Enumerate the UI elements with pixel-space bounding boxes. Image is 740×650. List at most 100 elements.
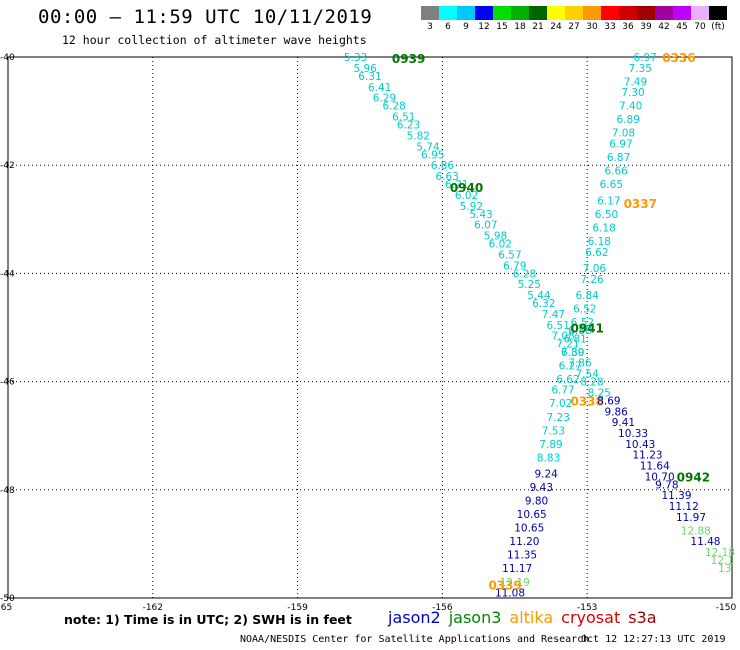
swh-value: 5.98 <box>484 231 507 243</box>
swh-value: 6.28 <box>513 268 536 280</box>
colorbar-swatch <box>565 6 583 20</box>
swh-value: 7.89 <box>561 347 584 359</box>
swh-value: 6.21 <box>445 179 468 191</box>
mission-legend-jason3: jason3 <box>448 608 502 627</box>
colorbar-swatch <box>637 6 655 20</box>
swh-value: 6.41 <box>368 82 391 94</box>
colorbar-swatch <box>673 6 691 20</box>
colorbar-label: 45 <box>676 22 688 32</box>
swh-value: 7.08 <box>551 331 574 343</box>
swh-value: 6.62 <box>585 247 608 259</box>
swh-value: 12.19 <box>500 577 530 589</box>
colorbar-label: 15 <box>496 22 508 32</box>
swh-value: 12.1 <box>711 555 734 567</box>
colorbar-swatch <box>457 6 475 20</box>
swh-value: 5.44 <box>527 290 551 302</box>
swh-value: 6.52 <box>571 317 594 329</box>
lon-tick-label: -153 <box>577 603 597 613</box>
swh-value: 6.29 <box>373 93 396 105</box>
swh-value: 12.18 <box>705 547 735 559</box>
swh-value: 7.47 <box>542 309 565 321</box>
swh-value: 5.96 <box>353 63 377 75</box>
swh-value: 11.20 <box>509 536 539 548</box>
swh-value: 11.39 <box>661 490 691 502</box>
swh-value: 10.43 <box>625 439 655 451</box>
swh-value: 10.65 <box>517 509 547 521</box>
swh-value: 5.33 <box>344 52 367 64</box>
mission-legend-altika: altika <box>509 608 554 627</box>
swh-value: 6.30 <box>561 347 584 359</box>
swh-value: 11.64 <box>640 460 670 472</box>
swh-value: 7.21 <box>556 339 579 351</box>
swh-colorbar-labels: 3 6 9 12 15 18 21 24 27 30 33 36 39 42 45 70 (ft) <box>421 22 727 32</box>
swh-value: 6.63 <box>436 171 459 183</box>
colorbar-label: 3 <box>427 22 433 32</box>
track-jason2: 5.335.966.316.416.296.286.516.235.825.74… <box>344 52 611 399</box>
swh-value: 7.49 <box>624 76 647 88</box>
swh-value: 11.12 <box>669 501 699 513</box>
swh-value: 7.02 <box>549 398 572 410</box>
swh-value: 6.84 <box>576 290 600 302</box>
colorbar-swatch <box>709 6 727 20</box>
swh-value: 9.86 <box>604 406 628 418</box>
track-jason3: 8.699.869.4110.3310.4311.2311.6410.709.7… <box>488 396 720 600</box>
colorbar-label: 21 <box>532 22 544 32</box>
satellite-tracks: 5.335.966.316.416.296.286.516.235.825.74… <box>344 51 735 600</box>
colorbar-swatch <box>529 6 547 20</box>
swh-value: 5.74 <box>416 141 440 153</box>
swh-value: 6.52 <box>573 304 596 316</box>
pass-time-label: 0338 <box>570 395 603 409</box>
colorbar-label: 12 <box>478 22 490 32</box>
swh-value: 6.50 <box>595 209 618 221</box>
swh-value: 8.28 <box>580 377 603 389</box>
swh-colorbar <box>421 6 727 20</box>
swh-value: 6.07 <box>474 220 497 232</box>
swh-value: 6.23 <box>397 120 420 132</box>
lat-tick-label: -48 <box>0 486 15 496</box>
swh-value: 6.97 <box>633 52 656 64</box>
swh-value: 6.66 <box>604 166 628 178</box>
pass-time-label: 0339 <box>488 578 521 592</box>
swh-value: 6.51 <box>392 112 415 124</box>
colorbar-swatch <box>691 6 709 20</box>
colorbar-label: 36 <box>622 22 634 32</box>
swh-value: 9.43 <box>530 482 553 494</box>
swh-value: 13 <box>718 563 731 575</box>
swh-value: 6.89 <box>617 114 640 126</box>
swh-value: 6.57 <box>498 249 521 261</box>
swh-value: 11.97 <box>676 512 706 524</box>
colorbar-label: 30 <box>586 22 598 32</box>
map-axes: -165 -162 -159 -156 -153 -150 -40 -42 -44 -46 -48 -… <box>0 53 736 613</box>
lon-tick-label: -162 <box>143 603 163 613</box>
swh-value: 6.87 <box>607 152 630 164</box>
colorbar-label: 42 <box>658 22 670 32</box>
swh-value: 6.28 <box>382 101 405 113</box>
colorbar-label: 33 <box>604 22 616 32</box>
lat-tick-label: -40 <box>0 53 15 63</box>
swh-value: 6.31 <box>358 71 381 83</box>
colorbar-swatch <box>493 6 511 20</box>
swh-value: 6.77 <box>551 385 574 397</box>
pass-time-label: 0940 <box>450 181 483 195</box>
swh-value: 6.97 <box>609 139 632 151</box>
colorbar-swatch <box>439 6 457 20</box>
lon-tick-label: -156 <box>432 603 453 613</box>
swh-value: 8.69 <box>597 396 620 408</box>
colorbar-label: 70 <box>694 22 706 32</box>
swh-value: 7.89 <box>539 439 562 451</box>
swh-value: 6.17 <box>597 195 620 207</box>
swh-value: 7.06 <box>583 263 607 275</box>
swh-value: 7.26 <box>580 274 604 286</box>
lat-tick-label: -50 <box>0 594 15 604</box>
swh-value: 6.18 <box>592 222 615 234</box>
swh-value: 7.53 <box>542 425 565 437</box>
swh-value: 6.81 <box>563 333 586 345</box>
units-note: note: 1) Time is in UTC; 2) SWH is in fe… <box>64 612 352 627</box>
swh-value: 10.33 <box>618 428 648 440</box>
swh-value: 6.32 <box>532 298 555 310</box>
swh-value: 6.18 <box>588 236 611 248</box>
colorbar-swatch <box>583 6 601 20</box>
generated-timestamp: Oct 12 12:27:13 UTC 2019 <box>581 634 726 645</box>
credit-text: NOAA/NESDIS Center for Satellite Applica… <box>240 634 590 645</box>
